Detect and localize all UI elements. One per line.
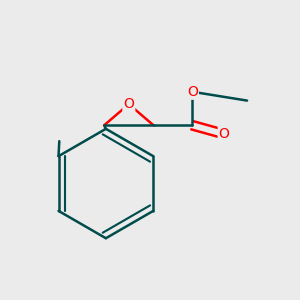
Text: O: O bbox=[219, 127, 230, 141]
Text: O: O bbox=[187, 85, 198, 99]
Text: O: O bbox=[123, 97, 134, 111]
